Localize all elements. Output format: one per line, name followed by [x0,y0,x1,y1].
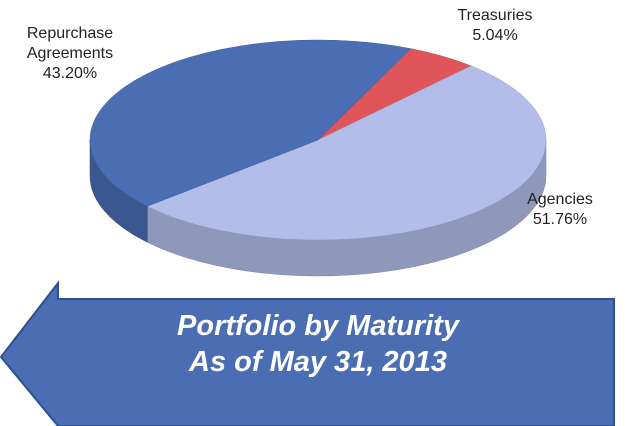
slice-label: Treasuries 5.04% [440,6,550,46]
pie-slice [146,65,547,241]
category-label: Agencies [527,191,593,208]
category-label: Treasuries [457,7,533,24]
value-label: 5.04% [472,27,518,44]
slice-label: Repurchase Agreements 43.20% [10,24,130,84]
chart-title: Portfolio by Maturity As of May 31, 2013 [177,310,459,378]
slice-label: Agencies 51.76% [505,190,615,230]
pie-slice [89,39,412,207]
category-label: Repurchase Agreements [26,25,114,62]
value-label: 51.76% [532,211,588,228]
title-arrow [0,280,615,426]
value-label: 43.20% [42,65,98,82]
